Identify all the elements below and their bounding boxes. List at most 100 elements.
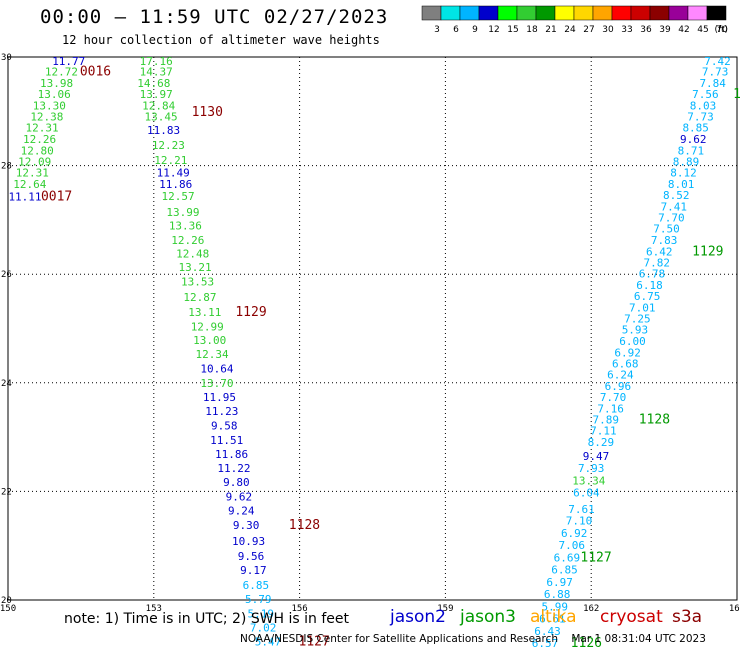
wave-height-label: 6.85 [551, 564, 578, 577]
y-tick-label: 24 [1, 379, 12, 389]
y-tick-label: 26 [1, 270, 12, 280]
x-tick-label: 153 [146, 604, 162, 614]
wave-height-label: 6.85 [243, 579, 270, 592]
colorbar-tick-label: 9 [472, 25, 478, 35]
wave-height-label: 6.43 [534, 625, 561, 638]
wave-height-label: 8.01 [668, 178, 695, 191]
wave-height-label: 6.04 [573, 486, 600, 499]
wave-height-label: 11.77 [52, 55, 85, 68]
wave-height-label: 8.52 [663, 189, 690, 202]
wave-height-label: 12.34 [196, 348, 229, 361]
footer-timestamp: Mar 1 08:31:04 UTC 2023 [571, 633, 706, 645]
wave-height-label: 10.93 [232, 535, 265, 548]
wave-height-label: 6.97 [546, 576, 573, 589]
wave-height-label: 8.71 [678, 144, 705, 157]
wave-height-label: 7.84 [699, 77, 726, 90]
wave-height-label: 12.87 [183, 291, 216, 304]
wave-height-label: 8.29 [588, 436, 615, 449]
wave-height-label: 6.92 [614, 346, 641, 359]
wave-height-label: 7.02 [250, 622, 277, 635]
wave-height-label: 12.31 [16, 167, 49, 180]
x-tick-label: 150 [0, 604, 16, 614]
colorbar-tick-label: 24 [564, 25, 576, 35]
pass-time-label: 1 [733, 87, 740, 102]
wave-height-label: 17.16 [140, 55, 173, 68]
wave-height-label: 9.30 [233, 519, 260, 532]
wave-height-label: 7.82 [644, 256, 671, 269]
wave-height-label: 13.34 [572, 475, 605, 488]
wave-height-label: 7.41 [661, 200, 688, 213]
wave-height-label: 11.11 [8, 191, 41, 204]
wave-height-label: 5.99 [542, 601, 569, 614]
wave-height-label: 6.69 [554, 552, 581, 565]
colorbar-swatch [535, 5, 556, 21]
x-tick-label: 156 [291, 604, 307, 614]
legend-item-s3a: s3a [672, 607, 703, 627]
wave-height-label: 7.42 [704, 55, 731, 68]
wave-height-label: 8.89 [673, 155, 700, 168]
colorbar-swatch [440, 5, 461, 21]
colorbar-unit-label: (ft) [714, 25, 728, 35]
wave-height-label: 11.86 [215, 448, 248, 461]
colorbar-swatch [554, 5, 575, 21]
wave-height-label: 8.03 [690, 99, 717, 112]
colorbar-swatch [668, 5, 689, 21]
wave-height-label: 7.10 [566, 515, 593, 528]
wave-height-label: 13.97 [140, 88, 173, 101]
colorbar-tick-label: 6 [453, 25, 459, 35]
colorbar-tick-label: 39 [659, 25, 671, 35]
colorbar-swatch [478, 5, 499, 21]
colorbar-swatch [630, 5, 651, 21]
chart-subtitle: 12 hour collection of altimeter wave hei… [62, 33, 380, 47]
wave-height-label: 9.17 [240, 564, 267, 577]
wave-height-label: 8.12 [670, 167, 697, 180]
colorbar-tick-label: 12 [488, 25, 499, 35]
wave-height-label: 9.47 [583, 450, 610, 463]
wave-height-label: 5.19 [247, 608, 274, 621]
x-tick-label: 162 [583, 604, 599, 614]
wave-height-label: 7.56 [692, 88, 719, 101]
wave-height-label: 7.89 [593, 414, 620, 427]
wave-height-label: 9.24 [228, 504, 255, 517]
wave-height-label: 6.18 [636, 279, 663, 292]
colorbar-swatch [497, 5, 518, 21]
legend-item-altika: altika [530, 607, 577, 627]
legend-item-jason2: jason2 [390, 607, 446, 627]
x-tick-label: 159 [437, 604, 453, 614]
wave-height-label: 6.88 [544, 588, 571, 601]
pass-time-label: 1128 [289, 518, 320, 533]
wave-height-label: 11.23 [205, 405, 238, 418]
wave-height-label: 7.06 [559, 539, 586, 552]
wave-height-label: 12.31 [25, 122, 58, 135]
pass-time-label: 1129 [692, 244, 723, 259]
wave-height-label: 13.30 [33, 99, 66, 112]
wave-height-label: 6.24 [607, 369, 634, 382]
colorbar-swatch [573, 5, 594, 21]
wave-height-label: 7.70 [600, 391, 627, 404]
footer-credit-text: NOAA/NESDIS Center for Satellite Applica… [240, 633, 558, 645]
wave-height-label: 10.64 [200, 363, 233, 376]
wave-height-label: 12.64 [13, 178, 46, 191]
wave-height-label: 12.26 [171, 234, 204, 247]
colorbar-tick-label: 36 [640, 25, 652, 35]
wave-height-label: 8.85 [682, 122, 709, 135]
colorbar-tick-label: 3 [434, 25, 440, 35]
wave-height-label: 7.61 [568, 503, 595, 516]
wave-height-label: 13.45 [145, 111, 178, 124]
wave-height-label: 9.56 [238, 550, 265, 563]
footer-credit: NOAA/NESDIS Center for Satellite Applica… [240, 633, 706, 645]
y-tick-label: 20 [1, 596, 12, 606]
wave-height-label: 13.36 [169, 219, 202, 232]
wave-height-label: 7.11 [590, 425, 617, 438]
wave-height-label: 9.58 [211, 420, 238, 433]
colorbar-tick-label: 15 [507, 25, 518, 35]
wave-height-label: 9.62 [680, 133, 707, 146]
wave-height-label: 6.61 [539, 612, 566, 625]
wave-height-label: 12.57 [162, 190, 195, 203]
pass-time-label: 1126 [571, 636, 602, 650]
wave-height-label: 13.21 [179, 261, 212, 274]
wave-height-label: 6.00 [619, 335, 646, 348]
wave-height-label: 13.99 [166, 206, 199, 219]
wave-height-label: 6.68 [612, 357, 639, 370]
